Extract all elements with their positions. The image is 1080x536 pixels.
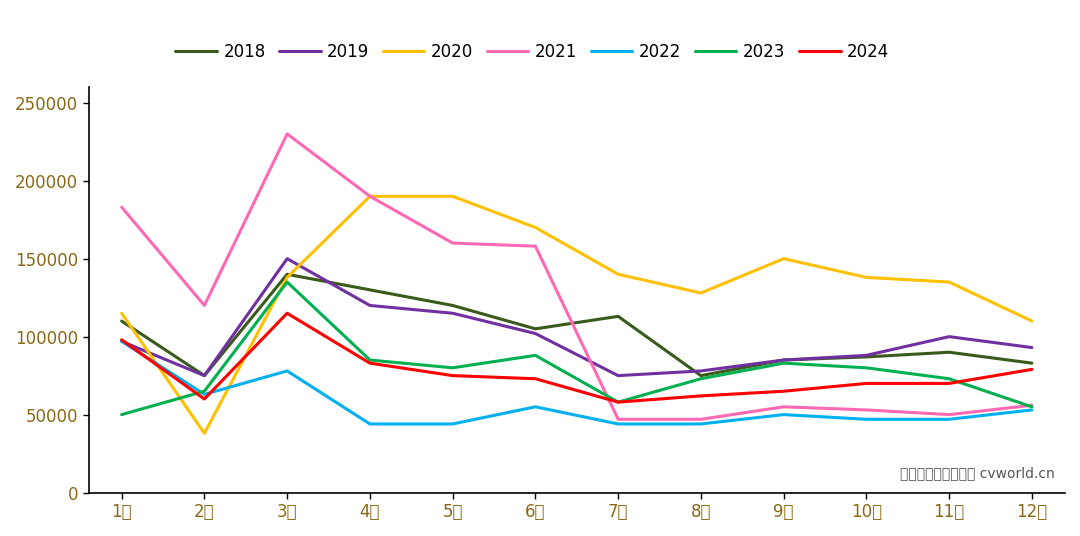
Line: 2023: 2023 (122, 282, 1031, 415)
2022 (611, 421, 624, 427)
2023 (860, 364, 873, 371)
2021 (694, 416, 707, 422)
2022 (778, 412, 791, 418)
2024 (281, 310, 294, 316)
2018 (446, 302, 459, 309)
2019 (1025, 344, 1038, 351)
2018 (694, 373, 707, 379)
2019 (446, 310, 459, 316)
2021 (611, 416, 624, 422)
2024 (116, 337, 129, 343)
2023 (611, 399, 624, 405)
2024 (694, 393, 707, 399)
2024 (1025, 366, 1038, 373)
2022 (281, 368, 294, 374)
2020 (198, 430, 211, 436)
2019 (363, 302, 376, 309)
2023 (363, 357, 376, 363)
2022 (529, 404, 542, 410)
2020 (860, 274, 873, 280)
2024 (860, 380, 873, 386)
2020 (116, 310, 129, 316)
2022 (943, 416, 956, 422)
2023 (198, 388, 211, 394)
2019 (281, 256, 294, 262)
2018 (1025, 360, 1038, 367)
2023 (116, 412, 129, 418)
2024 (529, 376, 542, 382)
2023 (529, 352, 542, 359)
Line: 2018: 2018 (122, 274, 1031, 376)
2018 (198, 373, 211, 379)
Line: 2022: 2022 (122, 341, 1031, 424)
2020 (529, 224, 542, 230)
2018 (363, 287, 376, 293)
2022 (694, 421, 707, 427)
2024 (611, 399, 624, 405)
2022 (363, 421, 376, 427)
2019 (116, 338, 129, 345)
2024 (943, 380, 956, 386)
2024 (446, 373, 459, 379)
2019 (198, 373, 211, 379)
2023 (446, 364, 459, 371)
2022 (446, 421, 459, 427)
Text: 制图：第一商用车网 cvworld.cn: 制图：第一商用车网 cvworld.cn (901, 466, 1055, 480)
2021 (529, 243, 542, 249)
2018 (943, 349, 956, 355)
2023 (943, 376, 956, 382)
2018 (529, 326, 542, 332)
2019 (860, 352, 873, 359)
2023 (281, 279, 294, 285)
2022 (860, 416, 873, 422)
2021 (281, 131, 294, 137)
2021 (860, 407, 873, 413)
Line: 2021: 2021 (122, 134, 1031, 419)
2019 (529, 330, 542, 337)
2018 (116, 318, 129, 324)
2019 (611, 373, 624, 379)
2024 (198, 396, 211, 402)
2020 (446, 193, 459, 199)
2021 (1025, 402, 1038, 408)
2018 (860, 354, 873, 360)
2019 (778, 357, 791, 363)
Line: 2020: 2020 (122, 196, 1031, 433)
2022 (1025, 407, 1038, 413)
2021 (778, 404, 791, 410)
2020 (1025, 318, 1038, 324)
2019 (694, 368, 707, 374)
Legend: 2018, 2019, 2020, 2021, 2022, 2023, 2024: 2018, 2019, 2020, 2021, 2022, 2023, 2024 (175, 43, 890, 61)
2019 (943, 333, 956, 340)
2020 (363, 193, 376, 199)
2021 (116, 204, 129, 211)
2021 (943, 412, 956, 418)
2018 (611, 313, 624, 319)
2021 (363, 193, 376, 199)
2022 (116, 338, 129, 345)
2020 (281, 274, 294, 280)
2020 (778, 256, 791, 262)
Line: 2019: 2019 (122, 259, 1031, 376)
2020 (611, 271, 624, 278)
2021 (198, 302, 211, 309)
2023 (778, 360, 791, 367)
Line: 2024: 2024 (122, 313, 1031, 402)
2018 (778, 357, 791, 363)
2023 (1025, 404, 1038, 410)
2024 (778, 388, 791, 394)
2020 (943, 279, 956, 285)
2020 (694, 290, 707, 296)
2022 (198, 391, 211, 398)
2021 (446, 240, 459, 246)
2018 (281, 271, 294, 278)
2023 (694, 376, 707, 382)
2024 (363, 360, 376, 367)
